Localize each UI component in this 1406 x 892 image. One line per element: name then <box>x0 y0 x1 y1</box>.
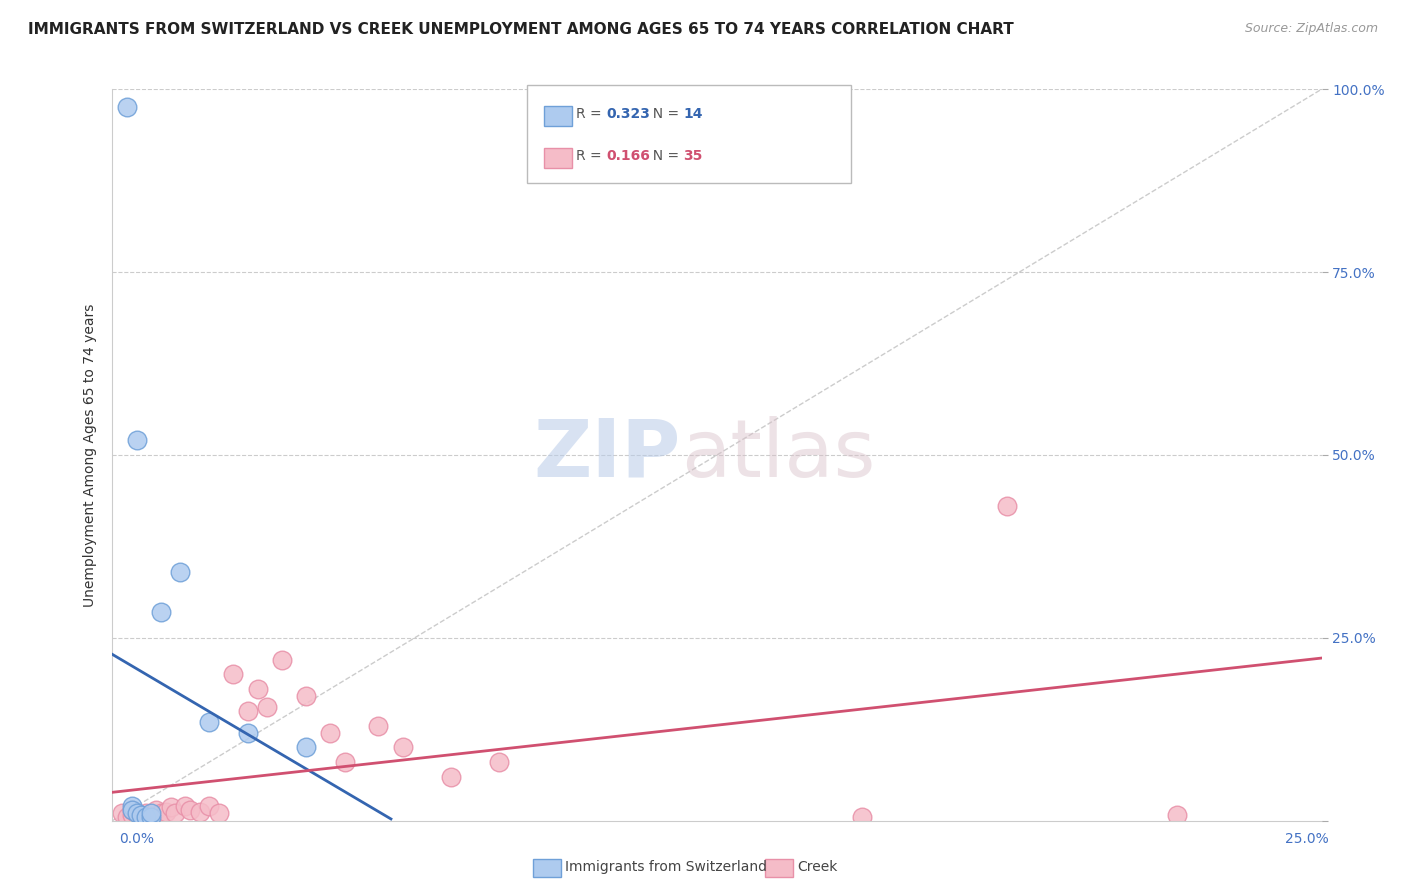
Text: R =: R = <box>576 149 606 163</box>
Text: ZIP: ZIP <box>533 416 681 494</box>
Text: 35: 35 <box>683 149 703 163</box>
Point <box>488 755 510 769</box>
Point <box>121 803 143 817</box>
Point <box>995 499 1018 513</box>
Point <box>1166 807 1188 822</box>
Text: Source: ZipAtlas.com: Source: ZipAtlas.com <box>1244 22 1378 36</box>
Point <box>149 605 172 619</box>
Text: 0.166: 0.166 <box>606 149 650 163</box>
Text: atlas: atlas <box>681 416 875 494</box>
Text: N =: N = <box>644 149 683 163</box>
Point <box>208 806 231 821</box>
Text: 25.0%: 25.0% <box>1285 832 1329 846</box>
Point <box>115 810 138 824</box>
Point <box>236 704 259 718</box>
Point <box>188 805 211 819</box>
Point <box>391 740 413 755</box>
Point <box>131 809 153 823</box>
Point <box>159 800 181 814</box>
Text: 0.323: 0.323 <box>606 107 650 121</box>
Point <box>121 799 143 814</box>
Point <box>246 681 269 696</box>
Point <box>295 690 318 704</box>
Text: Immigrants from Switzerland: Immigrants from Switzerland <box>565 860 768 874</box>
Text: N =: N = <box>644 107 683 121</box>
Point <box>169 565 191 579</box>
Point <box>155 805 177 819</box>
Point <box>179 803 201 817</box>
Point <box>236 726 259 740</box>
Point <box>222 667 245 681</box>
Point <box>135 806 157 821</box>
Point <box>145 803 167 817</box>
Point <box>111 806 134 821</box>
Y-axis label: Unemployment Among Ages 65 to 74 years: Unemployment Among Ages 65 to 74 years <box>83 303 97 607</box>
Point <box>165 806 187 821</box>
Point <box>141 810 163 824</box>
Point <box>125 806 148 821</box>
Point <box>121 803 143 817</box>
Point <box>198 714 221 729</box>
Point <box>295 740 318 755</box>
Point <box>270 653 292 667</box>
Point <box>256 700 278 714</box>
Point <box>121 807 143 822</box>
Point <box>174 799 197 814</box>
Point <box>125 807 148 822</box>
Point <box>135 810 157 824</box>
Point <box>135 810 157 824</box>
Point <box>141 806 163 821</box>
Point <box>333 755 356 769</box>
Point <box>141 807 163 822</box>
Point <box>125 434 148 448</box>
Point <box>367 718 389 732</box>
Point <box>131 807 153 822</box>
Point <box>125 806 148 821</box>
Point <box>440 770 463 784</box>
Point <box>851 810 873 824</box>
Point <box>115 101 138 115</box>
Text: IMMIGRANTS FROM SWITZERLAND VS CREEK UNEMPLOYMENT AMONG AGES 65 TO 74 YEARS CORR: IMMIGRANTS FROM SWITZERLAND VS CREEK UNE… <box>28 22 1014 37</box>
Point <box>198 799 221 814</box>
Text: 14: 14 <box>683 107 703 121</box>
Text: Creek: Creek <box>797 860 838 874</box>
Point <box>319 726 342 740</box>
Text: 0.0%: 0.0% <box>120 832 155 846</box>
Text: R =: R = <box>576 107 606 121</box>
Point <box>149 806 172 821</box>
